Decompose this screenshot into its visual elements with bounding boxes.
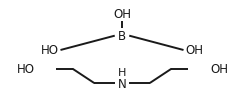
Text: OH: OH	[185, 44, 203, 57]
Text: H: H	[118, 67, 126, 77]
Text: OH: OH	[113, 8, 131, 21]
Text: HO: HO	[41, 44, 59, 57]
Text: B: B	[118, 30, 126, 43]
Text: OH: OH	[211, 63, 229, 76]
Text: HO: HO	[17, 63, 34, 76]
Text: N: N	[118, 77, 126, 90]
